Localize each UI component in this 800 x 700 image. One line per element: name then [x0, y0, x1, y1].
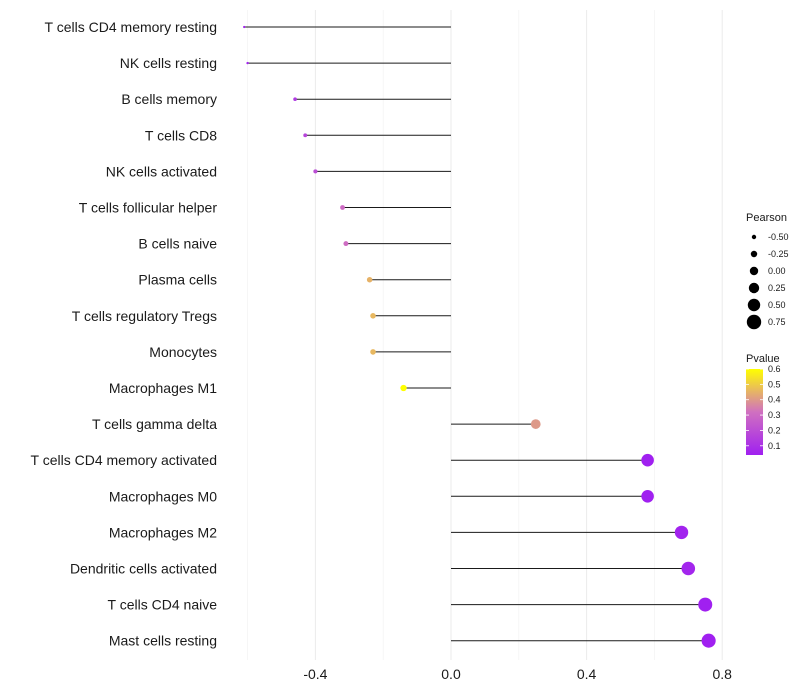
category-label: Macrophages M0	[109, 488, 217, 504]
category-label: Dendritic cells activated	[70, 561, 217, 577]
data-point	[674, 525, 689, 540]
category-label: T cells gamma delta	[92, 416, 217, 432]
category-label: Macrophages M2	[109, 524, 217, 540]
category-label: NK cells resting	[120, 55, 217, 71]
stems	[244, 26, 709, 642]
color-legend-label: 0.1	[768, 441, 781, 451]
data-point	[246, 61, 249, 65]
color-legend-label: 0.3	[768, 410, 781, 420]
category-labels: T cells CD4 memory resting NK cells resti…	[31, 19, 218, 649]
size-legend-label: -0.25	[768, 249, 789, 259]
color-legend-label: 0.5	[768, 379, 781, 389]
data-point	[641, 453, 654, 467]
data-point	[313, 169, 318, 174]
category-label: T cells follicular helper	[79, 200, 218, 216]
size-legend-key	[749, 266, 759, 276]
size-legend-label: 0.50	[768, 300, 786, 310]
data-point	[698, 597, 713, 612]
color-legend-label: 0.2	[768, 425, 781, 435]
x-tick-label: 0.4	[577, 666, 597, 682]
points	[243, 25, 716, 648]
pearson-size-legend: Pearson -0.50 -0.25 0.00 0.25 0.50 0.75	[746, 212, 789, 330]
data-point	[366, 276, 373, 283]
color-legend-label: 0.4	[768, 395, 781, 405]
size-legend-key	[747, 298, 761, 312]
data-point	[530, 419, 541, 429]
data-point	[370, 349, 376, 355]
data-point	[243, 25, 246, 29]
x-tick-label: 0.0	[441, 666, 461, 682]
category-label: B cells naive	[138, 236, 217, 252]
data-point	[370, 313, 376, 319]
data-point	[340, 205, 345, 210]
category-label: T cells regulatory Tregs	[72, 308, 217, 324]
x-axis-ticks: -0.4 0.0 0.4 0.8	[303, 666, 732, 682]
category-label: T cells CD4 memory resting	[45, 19, 217, 35]
data-point	[293, 97, 297, 101]
category-label: T cells CD4 memory activated	[31, 452, 217, 468]
size-legend-title: Pearson	[746, 212, 787, 224]
grid-lines	[247, 10, 723, 660]
size-legend-label: -0.50	[768, 232, 789, 242]
size-legend-key	[748, 282, 760, 294]
x-tick-label: -0.4	[303, 666, 327, 682]
data-point	[400, 384, 407, 392]
color-legend-title: Pvalue	[746, 353, 780, 365]
data-point	[641, 490, 654, 503]
data-point	[701, 633, 716, 648]
size-legend-label: 0.00	[768, 266, 786, 276]
category-label: T cells CD8	[145, 127, 217, 143]
data-point	[681, 561, 696, 576]
pvalue-color-legend: Pvalue 0.1 0.2 0.3 0.4 0.5 0.6	[746, 353, 781, 455]
category-label: B cells memory	[121, 91, 217, 107]
category-label: T cells CD4 naive	[108, 597, 218, 613]
category-label: Monocytes	[149, 344, 217, 360]
color-legend-bar	[746, 369, 763, 455]
category-label: Mast cells resting	[109, 633, 217, 649]
data-point	[343, 241, 349, 247]
size-legend-key	[751, 234, 757, 240]
size-legend-key	[750, 250, 758, 258]
color-legend-label: 0.6	[768, 364, 781, 374]
data-point	[303, 133, 308, 138]
size-legend-key	[746, 314, 762, 330]
category-label: Macrophages M1	[109, 380, 217, 396]
x-tick-label: 0.8	[712, 666, 732, 682]
category-label: Plasma cells	[138, 272, 217, 288]
size-legend-label: 0.25	[768, 283, 786, 293]
size-legend-label: 0.75	[768, 317, 786, 327]
category-label: NK cells activated	[106, 163, 217, 179]
